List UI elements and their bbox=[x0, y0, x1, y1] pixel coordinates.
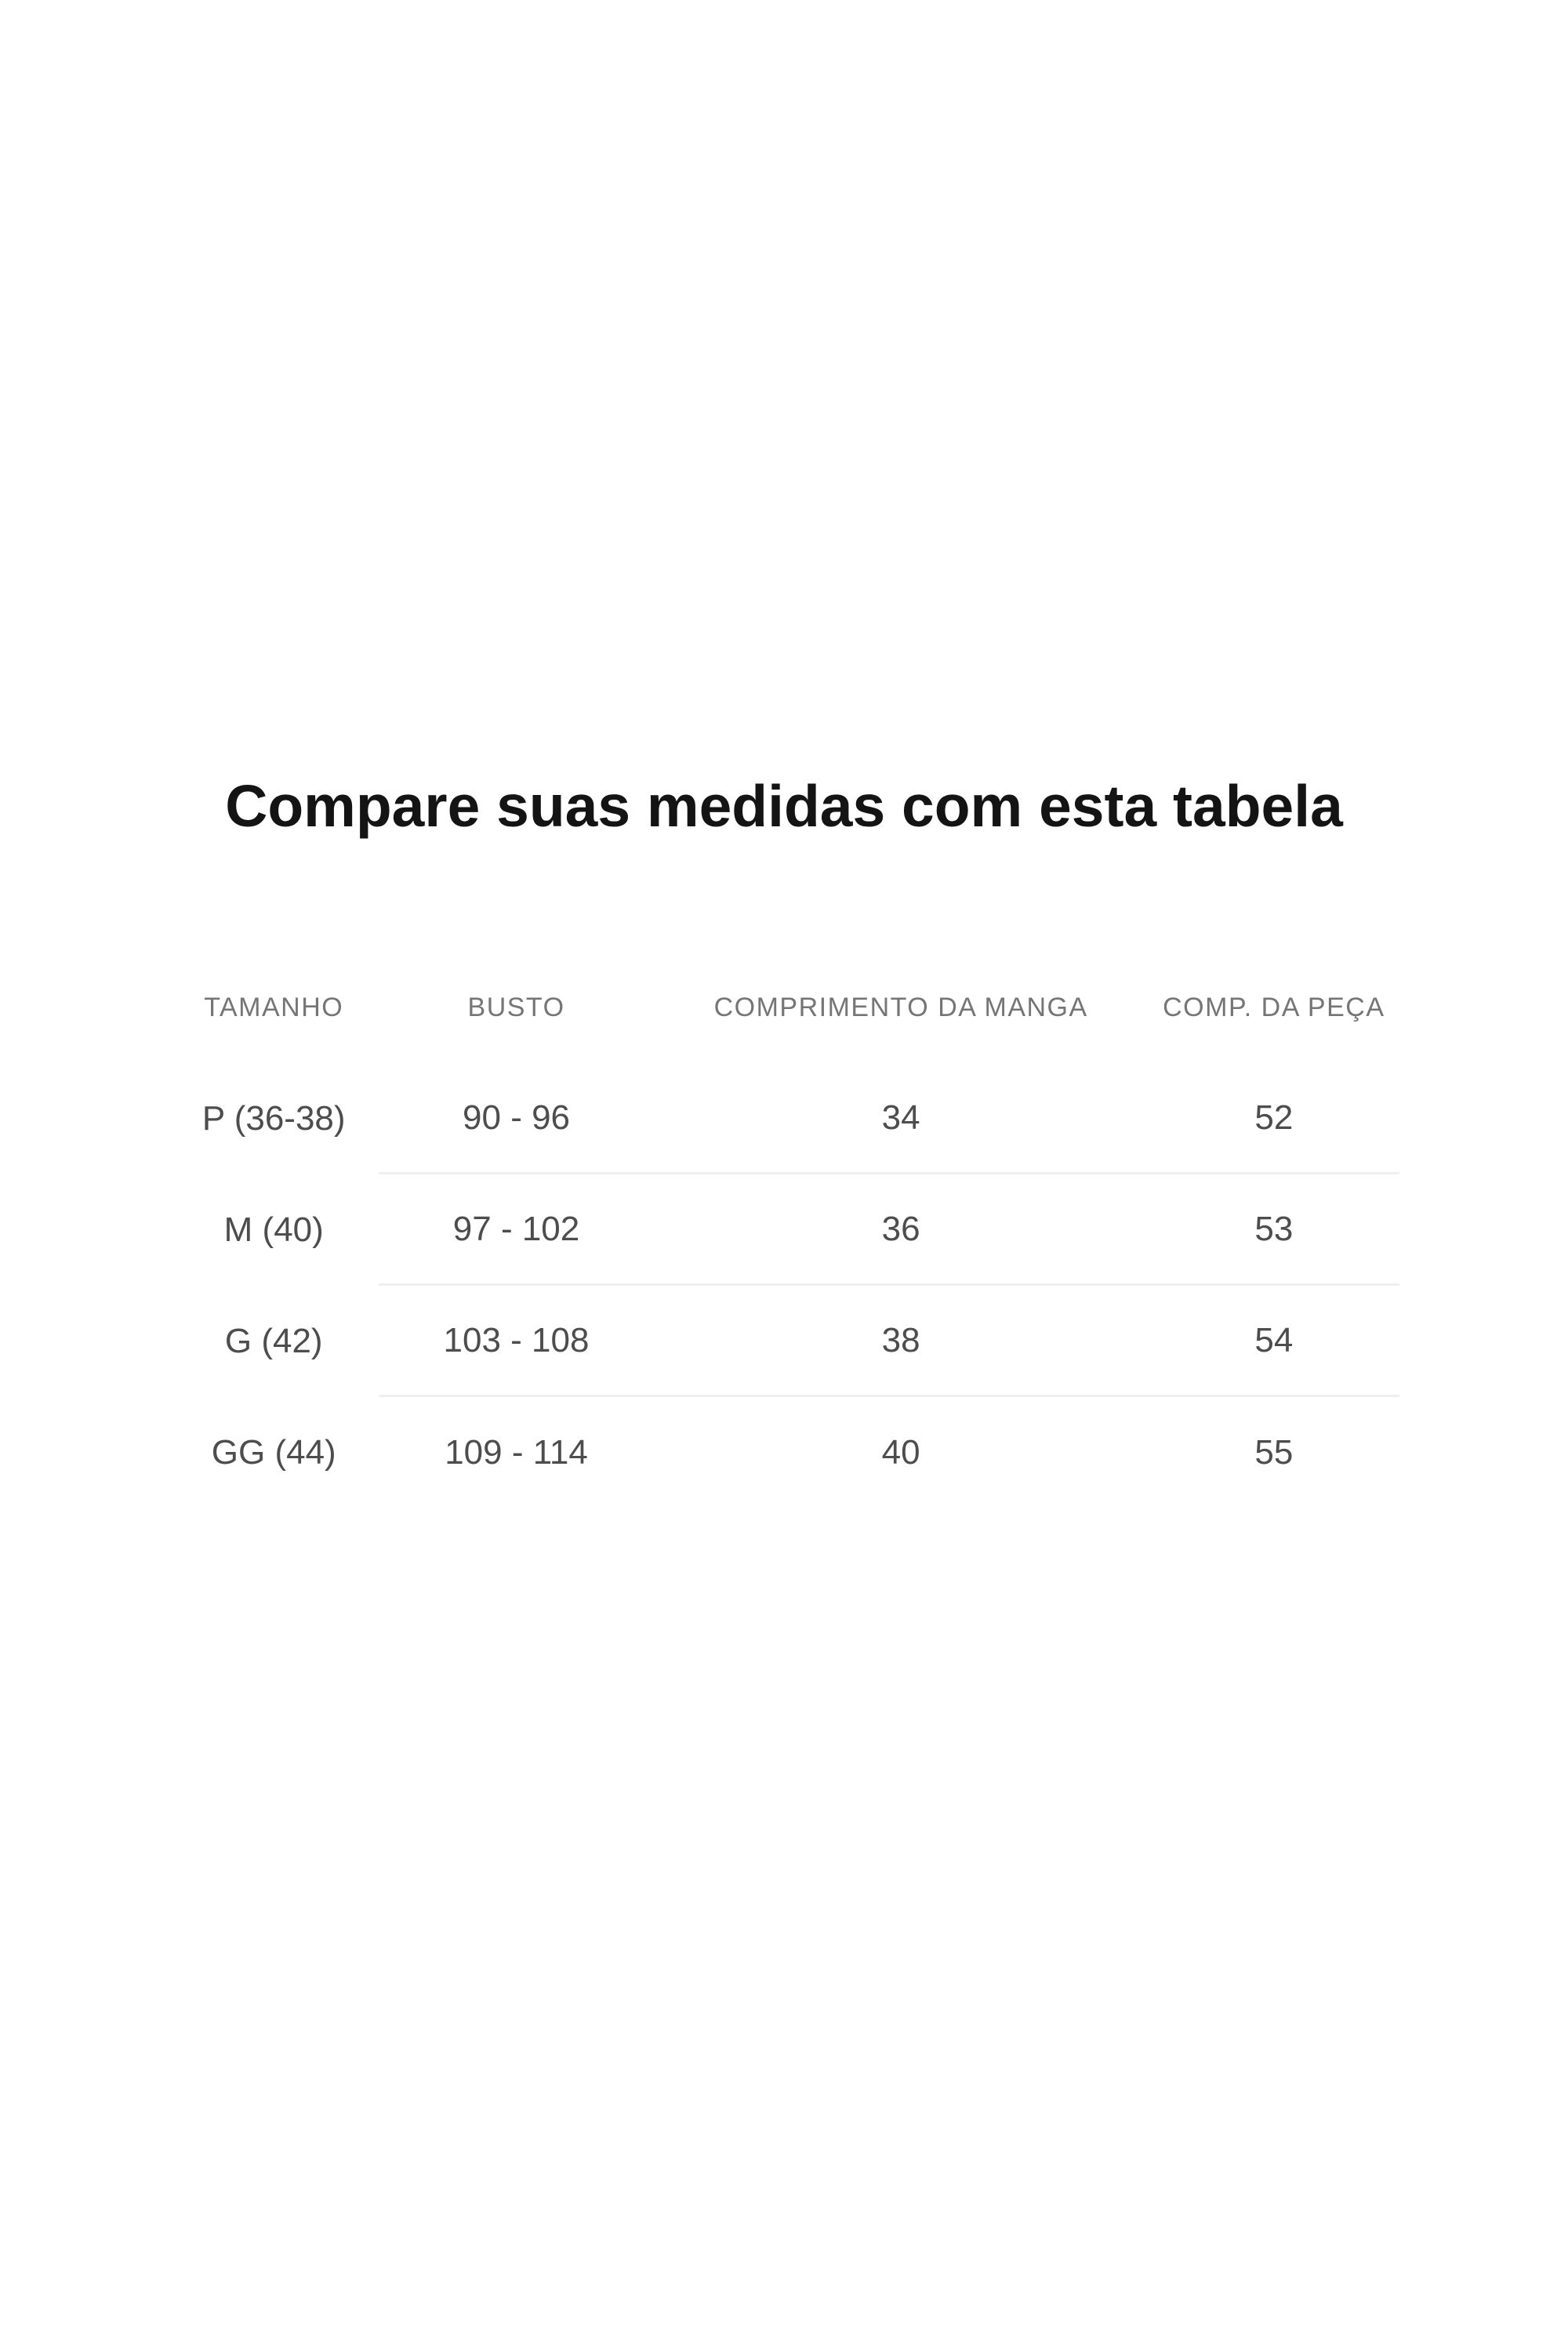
cell-bust: 109 - 114 bbox=[445, 1433, 588, 1472]
table-header-row: TAMANHO BUSTO COMPRIMENTO DA MANGA COMP.… bbox=[169, 952, 1399, 1063]
cell-size: G (42) bbox=[224, 1322, 323, 1360]
header-cell-tamanho: TAMANHO bbox=[204, 992, 344, 1022]
cell-size: M (40) bbox=[223, 1210, 324, 1249]
cell-size: P (36-38) bbox=[201, 1099, 346, 1138]
cell-bust: 97 - 102 bbox=[379, 1174, 654, 1286]
table-row-m: M (40) 97 - 102 36 53 bbox=[169, 1174, 1399, 1286]
cell-bust: 90 - 96 bbox=[379, 1063, 654, 1174]
table-row-g: G (42) 103 - 108 38 54 bbox=[169, 1286, 1399, 1397]
cell-sleeve-length: 36 bbox=[653, 1174, 1149, 1286]
cell-garment-length: 54 bbox=[1148, 1286, 1399, 1397]
cell-sleeve-length: 40 bbox=[881, 1433, 920, 1472]
header-cell-comp-da-peca: COMP. DA PEÇA bbox=[1163, 992, 1385, 1022]
cell-garment-length: 55 bbox=[1254, 1433, 1294, 1472]
cell-garment-length: 53 bbox=[1148, 1174, 1399, 1286]
cell-size: GG (44) bbox=[211, 1433, 336, 1472]
page-title: Compare suas medidas com esta tabela bbox=[225, 773, 1343, 839]
header-cell-comprimento-da-manga: COMPRIMENTO DA MANGA bbox=[713, 992, 1088, 1022]
cell-sleeve-length: 38 bbox=[653, 1286, 1149, 1397]
size-table: TAMANHO BUSTO COMPRIMENTO DA MANGA COMP.… bbox=[169, 952, 1399, 1508]
cell-garment-length: 52 bbox=[1148, 1063, 1399, 1174]
table-row-p: P (36-38) 90 - 96 34 52 bbox=[169, 1063, 1399, 1174]
header-cell-busto: BUSTO bbox=[467, 992, 565, 1022]
cell-bust: 103 - 108 bbox=[379, 1286, 654, 1397]
size-guide-section: Compare suas medidas com esta tabela TAM… bbox=[169, 772, 1399, 1508]
table-row-gg: GG (44) 109 - 114 40 55 bbox=[169, 1397, 1399, 1508]
cell-sleeve-length: 34 bbox=[653, 1063, 1149, 1174]
